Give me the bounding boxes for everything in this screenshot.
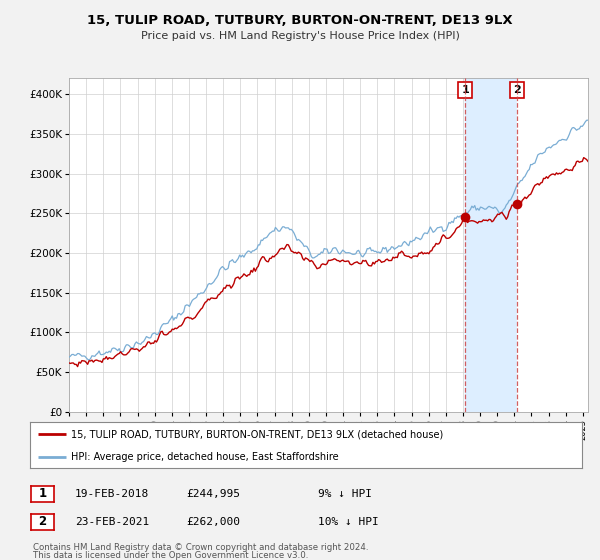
Text: 23-FEB-2021: 23-FEB-2021 bbox=[75, 517, 149, 527]
Text: HPI: Average price, detached house, East Staffordshire: HPI: Average price, detached house, East… bbox=[71, 452, 339, 463]
Text: 9% ↓ HPI: 9% ↓ HPI bbox=[318, 489, 372, 499]
Text: Price paid vs. HM Land Registry's House Price Index (HPI): Price paid vs. HM Land Registry's House … bbox=[140, 31, 460, 41]
Bar bbox=[465, 78, 517, 412]
Text: Contains HM Land Registry data © Crown copyright and database right 2024.: Contains HM Land Registry data © Crown c… bbox=[33, 543, 368, 552]
Text: £262,000: £262,000 bbox=[186, 517, 240, 527]
Text: 19-FEB-2018: 19-FEB-2018 bbox=[75, 489, 149, 499]
Text: 2: 2 bbox=[38, 515, 47, 529]
Text: 15, TULIP ROAD, TUTBURY, BURTON-ON-TRENT, DE13 9LX: 15, TULIP ROAD, TUTBURY, BURTON-ON-TRENT… bbox=[87, 14, 513, 27]
Text: This data is licensed under the Open Government Licence v3.0.: This data is licensed under the Open Gov… bbox=[33, 551, 308, 560]
Text: 1: 1 bbox=[461, 85, 469, 95]
Text: 1: 1 bbox=[38, 487, 47, 501]
Bar bbox=[517, 78, 588, 412]
Text: 10% ↓ HPI: 10% ↓ HPI bbox=[318, 517, 379, 527]
Text: £244,995: £244,995 bbox=[186, 489, 240, 499]
Text: 15, TULIP ROAD, TUTBURY, BURTON-ON-TRENT, DE13 9LX (detached house): 15, TULIP ROAD, TUTBURY, BURTON-ON-TRENT… bbox=[71, 429, 443, 439]
Text: 2: 2 bbox=[513, 85, 521, 95]
